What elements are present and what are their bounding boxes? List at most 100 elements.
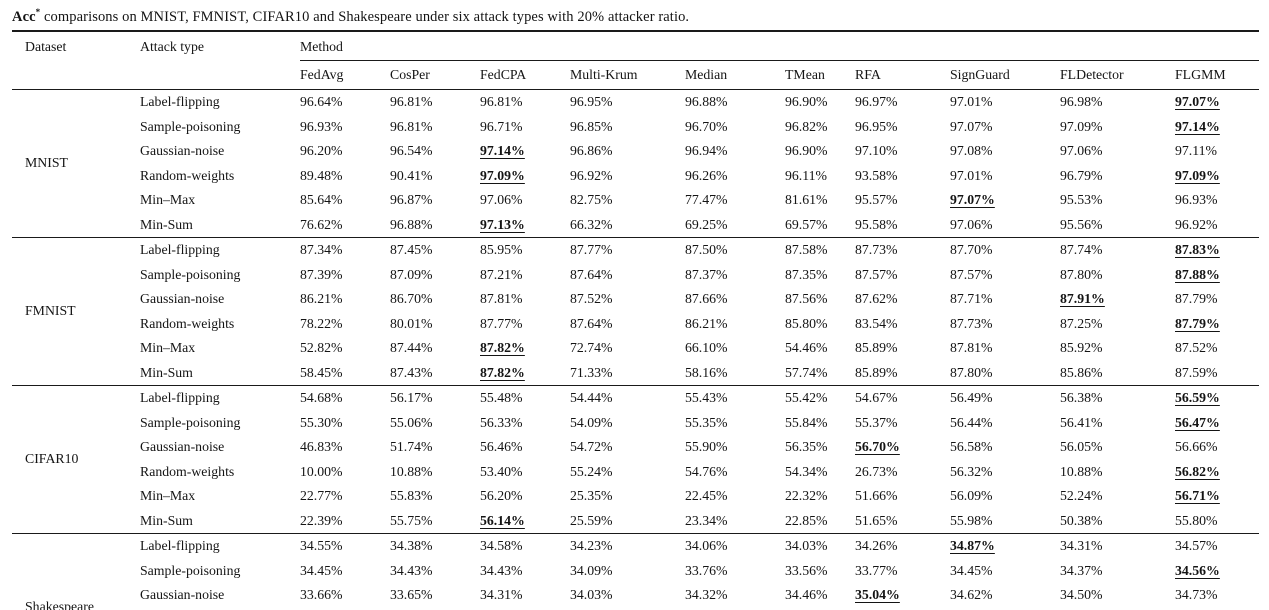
attack-type-label: Label-flipping (140, 390, 220, 406)
accuracy-cell: 56.66% (1175, 439, 1218, 455)
accuracy-cell-best: 97.09% (480, 167, 525, 183)
accuracy-cell: 87.58% (785, 242, 828, 258)
caption-text: comparisons on MNIST, FMNIST, CIFAR10 an… (40, 8, 690, 25)
accuracy-cell: 96.81% (390, 118, 433, 134)
accuracy-cell: 86.21% (300, 291, 343, 307)
accuracy-cell: 55.37% (855, 414, 898, 430)
accuracy-cell: 87.74% (1060, 242, 1103, 258)
accuracy-cell: 87.81% (480, 291, 523, 307)
accuracy-cell: 87.21% (480, 266, 523, 282)
accuracy-cell: 52.24% (1060, 488, 1103, 504)
accuracy-cell: 55.98% (950, 512, 993, 528)
attack-type-label: Min-Sum (140, 216, 193, 232)
accuracy-cell: 10.88% (390, 463, 433, 479)
accuracy-cell: 56.38% (1060, 390, 1103, 406)
attack-type-label: Gaussian-noise (140, 587, 225, 603)
accuracy-cell-best: 87.82% (480, 340, 525, 356)
accuracy-cell: 33.56% (785, 562, 828, 578)
accuracy-cell: 87.57% (855, 266, 898, 282)
accuracy-cell: 25.59% (570, 512, 613, 528)
col-header-median: Median (685, 66, 728, 82)
accuracy-cell: 83.54% (855, 315, 898, 331)
accuracy-cell: 54.09% (570, 414, 613, 430)
accuracy-cell: 96.71% (480, 118, 523, 134)
col-header-method: Method (300, 30, 1260, 61)
accuracy-cell: 96.95% (570, 94, 613, 110)
accuracy-cell: 87.52% (570, 291, 613, 307)
col-header-signguard: SignGuard (950, 66, 1010, 82)
accuracy-cell-best: 97.09% (1175, 167, 1220, 183)
attack-type-label: Min–Max (140, 192, 196, 208)
table-row: Sample-poisoning 55.30% 55.06% 56.33% 54.09%… (12, 410, 1259, 435)
accuracy-cell: 96.90% (785, 143, 828, 159)
accuracy-cell: 56.20% (480, 488, 523, 504)
table-row: Gaussian-noise 33.66% 33.65% 34.31% 34.03% 34… (12, 583, 1259, 608)
accuracy-cell: 97.10% (855, 143, 898, 159)
accuracy-cell: 56.46% (480, 439, 523, 455)
attack-type-label: Label-flipping (140, 242, 220, 258)
dataset-label: MNIST (25, 155, 68, 171)
table-row: Min–Max 52.82% 87.44% 87.82% 72.74% 66.10% 54.… (12, 336, 1259, 361)
accuracy-cell: 34.58% (480, 538, 523, 554)
accuracy-cell: 85.95% (480, 242, 523, 258)
accuracy-cell: 55.42% (785, 390, 828, 406)
accuracy-cell-best: 56.47% (1175, 414, 1220, 430)
dataset-group-cifar10: CIFAR10 Label-flipping 54.68% 56.17% 55.48% 5… (12, 385, 1260, 534)
accuracy-cell: 97.01% (950, 167, 993, 183)
attack-type-label: Random-weights (140, 315, 235, 331)
accuracy-cell: 55.83% (390, 488, 433, 504)
accuracy-cell: 54.34% (785, 463, 828, 479)
accuracy-cell: 34.73% (1175, 587, 1218, 603)
accuracy-cell: 51.66% (855, 488, 898, 504)
accuracy-cell: 10.00% (300, 463, 343, 479)
accuracy-cell: 85.86% (1060, 364, 1103, 380)
accuracy-cell: 56.41% (1060, 414, 1103, 430)
accuracy-cell: 82.75% (570, 192, 613, 208)
table-row: Random-weights 78.22% 80.01% 87.77% 87.64% 86… (12, 311, 1259, 336)
caption-superscript: * (35, 7, 41, 17)
accuracy-cell: 34.57% (1175, 538, 1218, 554)
dataset-group-fmnist: FMNIST Label-flipping 87.34% 87.45% 85.95% 87… (12, 237, 1260, 386)
accuracy-cell: 34.46% (785, 587, 828, 603)
accuracy-cell: 56.49% (950, 390, 993, 406)
accuracy-cell: 87.59% (1175, 364, 1218, 380)
attack-type-label: Gaussian-noise (140, 291, 225, 307)
accuracy-cell-best: 97.13% (480, 216, 525, 232)
accuracy-cell: 66.10% (685, 340, 728, 356)
attack-type-label: Random-weights (140, 463, 235, 479)
accuracy-cell: 34.50% (1060, 587, 1103, 603)
table-row: FMNIST Label-flipping 87.34% 87.45% 85.95% 87… (12, 237, 1259, 318)
accuracy-cell: 87.77% (570, 242, 613, 258)
col-header-flgmm: FLGMM (1175, 66, 1226, 82)
table-row: Min-Sum 76.62% 96.88% 97.13% 66.32% 69.25% 69.… (12, 212, 1259, 237)
attack-type-label: Sample-poisoning (140, 414, 241, 430)
accuracy-cell: 33.77% (855, 562, 898, 578)
accuracy-cell: 22.85% (785, 512, 828, 528)
accuracy-cell: 52.82% (300, 340, 343, 356)
accuracy-cell: 97.07% (950, 118, 993, 134)
accuracy-cell: 87.45% (390, 242, 433, 258)
accuracy-cell: 96.11% (785, 167, 828, 183)
accuracy-cell: 87.77% (480, 315, 523, 331)
accuracy-cell: 69.25% (685, 216, 728, 232)
accuracy-cell: 55.35% (685, 414, 728, 430)
accuracy-cell: 56.35% (785, 439, 828, 455)
accuracy-cell: 66.32% (570, 216, 613, 232)
accuracy-cell: 56.09% (950, 488, 993, 504)
paper-table-page: Acc* comparisons on MNIST, FMNIST, CIFAR… (12, 0, 1260, 610)
accuracy-cell-best: 97.07% (1175, 94, 1220, 110)
accuracy-cell: 33.76% (685, 562, 728, 578)
table-row: Gaussian-noise 96.20% 96.54% 97.14% 96.86% 96… (12, 139, 1259, 164)
accuracy-cell: 96.70% (685, 118, 728, 134)
accuracy-cell: 56.58% (950, 439, 993, 455)
accuracy-cell: 96.26% (685, 167, 728, 183)
accuracy-cell: 87.66% (685, 291, 728, 307)
attack-type-label: Sample-poisoning (140, 562, 241, 578)
accuracy-cell: 55.75% (390, 512, 433, 528)
accuracy-cell: 56.17% (390, 390, 433, 406)
attack-type-label: Label-flipping (140, 94, 220, 110)
table-row: Min–Max 85.64% 96.87% 97.06% 82.75% 77.47% 81.… (12, 188, 1259, 213)
accuracy-cell: 51.65% (855, 512, 898, 528)
accuracy-cell: 54.67% (855, 390, 898, 406)
header-row-methods: FedAvg CosPer FedCPA Multi-Krum Median T… (12, 60, 1259, 89)
